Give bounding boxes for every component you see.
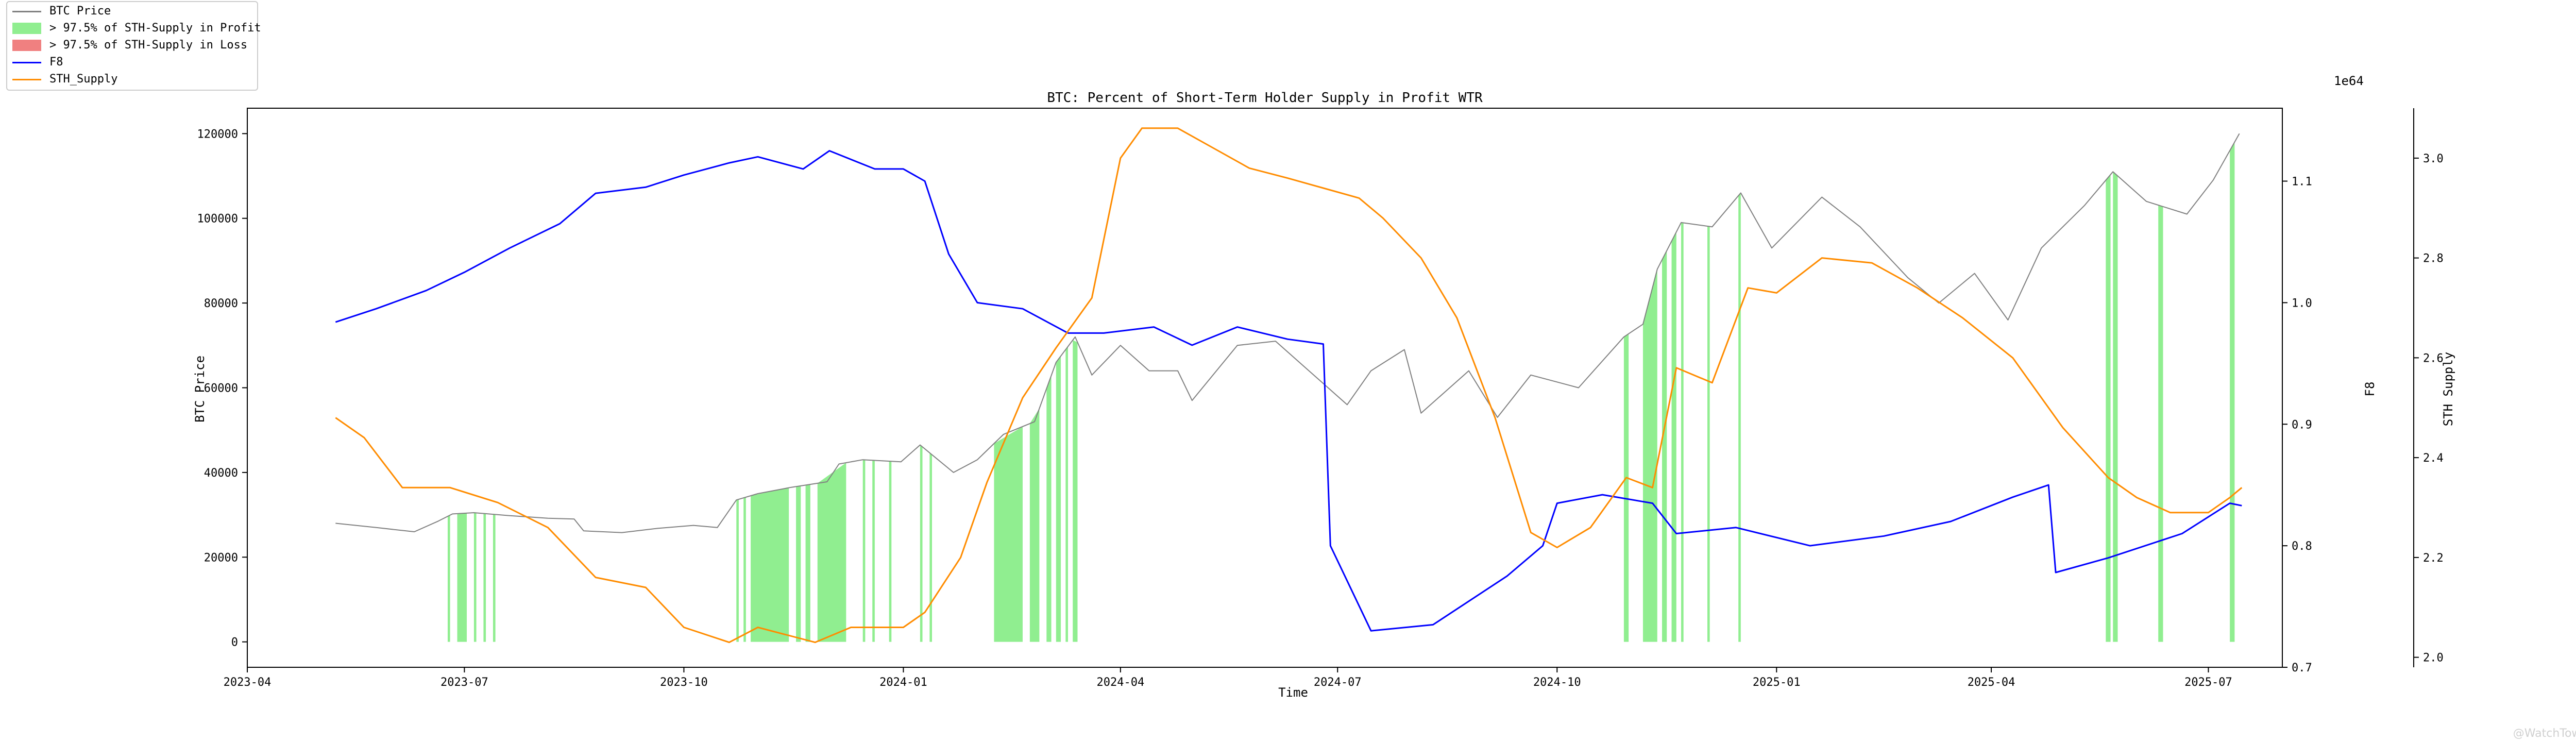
- profit-fill-span: [929, 452, 933, 642]
- y-sth-tick-label: 2.4: [2423, 452, 2444, 465]
- f8-swatch: [12, 62, 41, 63]
- loss-swatch: [12, 40, 41, 51]
- sth-series-line: [335, 127, 2243, 644]
- chart-title: BTC: Percent of Short-Term Holder Supply…: [1047, 90, 1483, 106]
- series-line-layer: [335, 127, 2243, 644]
- profit-fill-span: [872, 460, 875, 642]
- x-tick-label: 2023-04: [224, 676, 272, 689]
- price-series-line: [335, 133, 2240, 533]
- y-left-tick-label: 100000: [197, 213, 238, 226]
- y-sth-tick-label: 3.0: [2423, 153, 2444, 165]
- legend-label-price: BTC Price: [49, 5, 111, 18]
- sth-offset-label: 1e64: [2334, 74, 2364, 88]
- y-sth-tick-label: 2.8: [2423, 252, 2444, 265]
- profit-fill-span: [457, 513, 467, 642]
- x-tick-label: 2024-01: [879, 676, 927, 689]
- y-left-tick-label: 20000: [204, 551, 238, 564]
- profit-fill-span: [1707, 226, 1710, 642]
- profit-fill-span: [817, 462, 846, 642]
- profit-fill-span: [751, 487, 789, 642]
- profit-fill-span: [889, 461, 892, 642]
- f8-series-line: [335, 150, 2242, 632]
- x-tick-label: 2024-07: [1314, 676, 1362, 689]
- legend-item-f8: F8: [7, 54, 255, 71]
- profit-fill-layer: [447, 142, 2235, 642]
- y-left-tick-label: 40000: [204, 467, 238, 480]
- y-sth-axis-label: STH Supply: [2441, 352, 2455, 427]
- profit-fill-span: [1623, 333, 1629, 642]
- y-sth-tick-label: 2.2: [2423, 552, 2444, 565]
- legend: BTC Price > 97.5% of STH-Supply in Profi…: [6, 1, 261, 91]
- profit-fill-span: [1671, 232, 1676, 642]
- profit-fill-span: [1642, 269, 1657, 642]
- legend-label-profit: > 97.5% of STH-Supply in Profit: [49, 22, 261, 35]
- y-f8-tick-label: 0.7: [2292, 662, 2312, 674]
- profit-fill-span: [736, 499, 739, 642]
- y-left-tick-label: 60000: [204, 382, 238, 395]
- profit-fill-span: [1065, 346, 1068, 642]
- x-tick-label: 2023-07: [440, 676, 488, 689]
- profit-fill-span: [862, 460, 866, 642]
- profit-fill-span: [1073, 340, 1078, 642]
- y-f8-tick-label: 1.1: [2292, 176, 2312, 189]
- profit-fill-span: [1662, 250, 1667, 642]
- profit-fill-span: [1056, 356, 1061, 642]
- x-tick-label: 2024-10: [1533, 676, 1581, 689]
- legend-label-sth: STH_Supply: [49, 73, 118, 86]
- profit-fill-span: [805, 484, 810, 642]
- profit-fill-span: [1029, 408, 1040, 642]
- profit-fill-span: [1681, 222, 1684, 642]
- y-f8-tick-label: 0.8: [2292, 540, 2312, 553]
- y-sth-tick-label: 2.0: [2423, 652, 2444, 665]
- profit-fill-span: [2106, 174, 2111, 642]
- axes-layer: 2023-04 2023-07 2023-10 2024-01 2024-04 2024-…: [197, 128, 2444, 689]
- watermark: @WatchTower: [2513, 727, 2576, 740]
- legend-item-sth: STH_Supply: [7, 71, 255, 88]
- y-sth-tick-label: 2.6: [2423, 352, 2444, 365]
- plot-frame: [247, 108, 2283, 668]
- profit-fill-span: [473, 512, 477, 642]
- y-left-tick-label: 80000: [204, 297, 238, 310]
- profit-fill-span: [920, 445, 923, 642]
- profit-fill-span: [2230, 142, 2235, 642]
- profit-fill-span: [447, 515, 450, 642]
- x-tick-label: 2024-04: [1096, 676, 1144, 689]
- x-tick-label: 2025-07: [2184, 676, 2232, 689]
- x-axis-label: Time: [1278, 685, 1308, 700]
- profit-fill-span: [796, 485, 801, 642]
- x-tick-label: 2023-10: [660, 676, 708, 689]
- y-f8-axis-label: F8: [2363, 382, 2377, 397]
- profit-fill-span: [994, 426, 1023, 642]
- x-tick-label: 2025-04: [1968, 676, 2015, 689]
- profit-fill-span: [2113, 172, 2118, 642]
- y-left-axis-label: BTC Price: [193, 356, 207, 423]
- y-f8-tick-label: 1.0: [2292, 297, 2312, 310]
- y-left-tick-label: 120000: [197, 128, 238, 141]
- profit-fill-span: [483, 513, 486, 642]
- profit-fill-span: [1046, 375, 1052, 642]
- legend-item-price: BTC Price: [7, 3, 255, 20]
- profit-fill-span: [2158, 205, 2163, 642]
- legend-label-f8: F8: [49, 56, 63, 69]
- legend-item-loss: > 97.5% of STH-Supply in Loss: [7, 37, 255, 54]
- profit-fill-span: [493, 514, 496, 642]
- legend-item-profit: > 97.5% of STH-Supply in Profit: [7, 20, 261, 37]
- profit-fill-span: [1738, 193, 1741, 642]
- price-swatch: [12, 11, 41, 12]
- profit-fill-span: [743, 497, 746, 642]
- profit-swatch: [12, 23, 41, 34]
- sth-swatch: [12, 79, 41, 80]
- y-f8-tick-label: 0.9: [2292, 418, 2312, 431]
- legend-label-loss: > 97.5% of STH-Supply in Loss: [49, 39, 248, 52]
- y-left-tick-label: 0: [231, 636, 238, 649]
- x-tick-label: 2025-01: [1753, 676, 1801, 689]
